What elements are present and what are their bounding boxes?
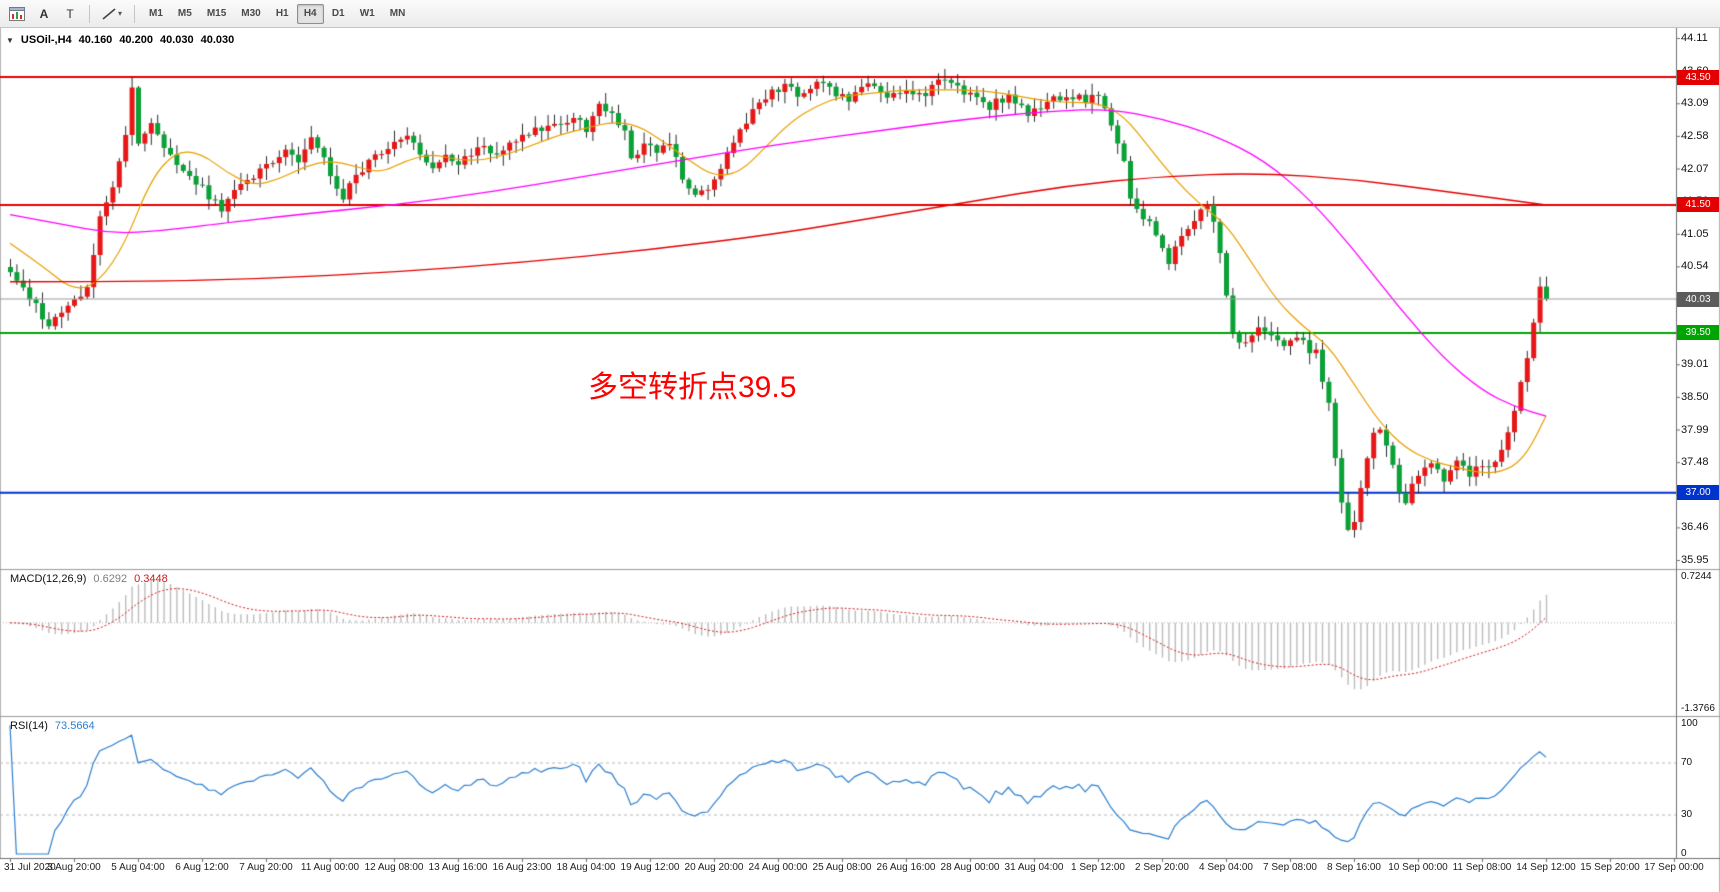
time-axis-label: 16 Aug 23:00 xyxy=(492,862,552,873)
rsi-label: RSI(14) xyxy=(10,720,48,732)
timeframe-button-m1[interactable]: M1 xyxy=(142,4,170,24)
price-axis-label: 36.46 xyxy=(1681,521,1709,534)
time-axis-label: 28 Aug 00:00 xyxy=(940,862,1000,873)
timeframe-button-d1[interactable]: D1 xyxy=(325,4,352,24)
time-axis-label: 24 Aug 00:00 xyxy=(748,862,808,873)
time-axis-label: 3 Aug 20:00 xyxy=(47,862,101,873)
chart-title: ▼ USOil-,H4 40.160 40.200 40.030 40.030 xyxy=(6,34,234,46)
time-axis-label: 15 Sep 20:00 xyxy=(1580,862,1640,873)
chart-overlays: ▼ USOil-,H4 40.160 40.200 40.030 40.030 … xyxy=(0,28,1720,892)
price-axis-label: 42.58 xyxy=(1681,129,1709,142)
drawing-tool-button[interactable]: ▾ xyxy=(97,3,127,25)
price-axis-label: 37.99 xyxy=(1681,423,1709,436)
ohlc-low-value: 40.030 xyxy=(159,34,194,46)
timeframe-button-h4[interactable]: H4 xyxy=(296,3,324,24)
chart-window-icon-button[interactable] xyxy=(4,3,30,25)
ohlc-close-value: 40.030 xyxy=(200,34,235,46)
time-axis-label: 14 Sep 12:00 xyxy=(1516,862,1576,873)
time-axis-label: 12 Aug 08:00 xyxy=(364,862,424,873)
timeframe-button-m15[interactable]: M15 xyxy=(200,4,233,24)
time-axis-label: 4 Sep 04:00 xyxy=(1199,862,1253,873)
time-axis-label: 10 Sep 00:00 xyxy=(1388,862,1448,873)
support-line-badge: 37.00 xyxy=(1677,485,1719,501)
time-axis-label: 6 Aug 12:00 xyxy=(175,862,229,873)
macd-signal-value: 0.3448 xyxy=(134,573,168,585)
price-axis-label: 39.01 xyxy=(1681,358,1709,371)
toolbar: A T ▾ M1 M5 M15 M30 H1 H4 D1 W1 MN xyxy=(0,0,1720,28)
chart-window-icon xyxy=(9,6,25,21)
macd-axis-min-label: -1.3766 xyxy=(1681,703,1715,714)
time-axis-label: 11 Aug 00:00 xyxy=(300,862,360,873)
current-price-line-badge: 40.03 xyxy=(1677,291,1719,307)
price-axis-label: 37.48 xyxy=(1681,456,1709,469)
one-click-trading-icon[interactable]: ▼ xyxy=(6,35,14,45)
price-axis-label: 44.11 xyxy=(1681,32,1708,44)
timeframe-button-m30[interactable]: M30 xyxy=(234,4,267,24)
time-axis-label: 1 Sep 12:00 xyxy=(1071,862,1125,873)
time-axis-label: 2 Sep 20:00 xyxy=(1135,862,1189,873)
trendline-icon xyxy=(102,7,116,20)
ohlc-open-value: 40.160 xyxy=(78,34,113,46)
annotation-text[interactable]: 多空转折点39.5 xyxy=(588,371,797,404)
time-axis-label: 19 Aug 12:00 xyxy=(620,862,680,873)
time-axis-label: 31 Aug 04:00 xyxy=(1004,862,1064,873)
time-axis-label: 8 Sep 16:00 xyxy=(1327,862,1381,873)
rsi-axis-label: 0 xyxy=(1681,848,1687,859)
chevron-down-icon: ▾ xyxy=(118,9,123,18)
time-axis-label: 18 Aug 04:00 xyxy=(556,862,616,873)
time-axis-label: 31 Jul 2020 xyxy=(4,862,56,873)
macd-main-value: 0.6292 xyxy=(93,573,128,585)
resistance-line-badge: 41.50 xyxy=(1677,197,1719,213)
rsi-value: 73.5664 xyxy=(54,720,95,732)
time-axis-label: 26 Aug 16:00 xyxy=(876,862,936,873)
toolbar-separator xyxy=(134,4,136,23)
price-axis-label: 40.54 xyxy=(1681,260,1709,273)
time-axis-label: 17 Sep 00:00 xyxy=(1644,862,1704,873)
resistance-line-badge: 43.50 xyxy=(1677,69,1719,85)
text-tool-button[interactable]: T xyxy=(58,3,82,25)
rsi-title: RSI(14) 73.5664 xyxy=(10,720,95,732)
time-axis-label: 7 Sep 08:00 xyxy=(1263,862,1317,873)
pivot-line-badge: 39.50 xyxy=(1677,325,1719,341)
macd-title: MACD(12,26,9) 0.6292 0.3448 xyxy=(10,573,168,585)
timeframe-button-h1[interactable]: H1 xyxy=(269,4,296,24)
price-axis-label: 42.07 xyxy=(1681,162,1709,175)
arrow-tool-button[interactable]: A xyxy=(32,3,56,25)
rsi-axis-label: 100 xyxy=(1681,718,1698,729)
macd-label: MACD(12,26,9) xyxy=(10,573,87,585)
time-axis-label: 11 Sep 08:00 xyxy=(1452,862,1512,873)
symbol-period-label: USOil-,H4 xyxy=(20,34,72,46)
time-axis-label: 25 Aug 08:00 xyxy=(812,862,872,873)
timeframe-button-w1[interactable]: W1 xyxy=(353,4,382,24)
timeframe-bar: M1 M5 M15 M30 H1 H4 D1 W1 MN xyxy=(142,3,413,24)
toolbar-separator xyxy=(89,4,90,23)
price-axis-label: 43.09 xyxy=(1681,97,1709,110)
rsi-axis-label: 70 xyxy=(1681,757,1693,768)
time-axis-label: 20 Aug 20:00 xyxy=(684,862,744,873)
ohlc-high-value: 40.200 xyxy=(119,34,153,46)
time-axis-label: 13 Aug 16:00 xyxy=(428,862,488,873)
chart-window: ▼ USOil-,H4 40.160 40.200 40.030 40.030 … xyxy=(0,28,1720,892)
rsi-axis-label: 30 xyxy=(1681,809,1693,820)
price-axis-label: 38.50 xyxy=(1681,390,1709,403)
timeframe-button-mn[interactable]: MN xyxy=(383,4,413,24)
price-axis-label: 35.95 xyxy=(1681,554,1709,566)
time-axis-label: 5 Aug 04:00 xyxy=(111,862,165,873)
time-axis-label: 7 Aug 20:00 xyxy=(239,862,293,873)
price-chart-canvas[interactable] xyxy=(0,28,1720,892)
timeframe-button-m5[interactable]: M5 xyxy=(171,4,199,24)
macd-axis-max-label: 0.7244 xyxy=(1681,571,1712,582)
price-axis-label: 41.05 xyxy=(1681,227,1709,240)
